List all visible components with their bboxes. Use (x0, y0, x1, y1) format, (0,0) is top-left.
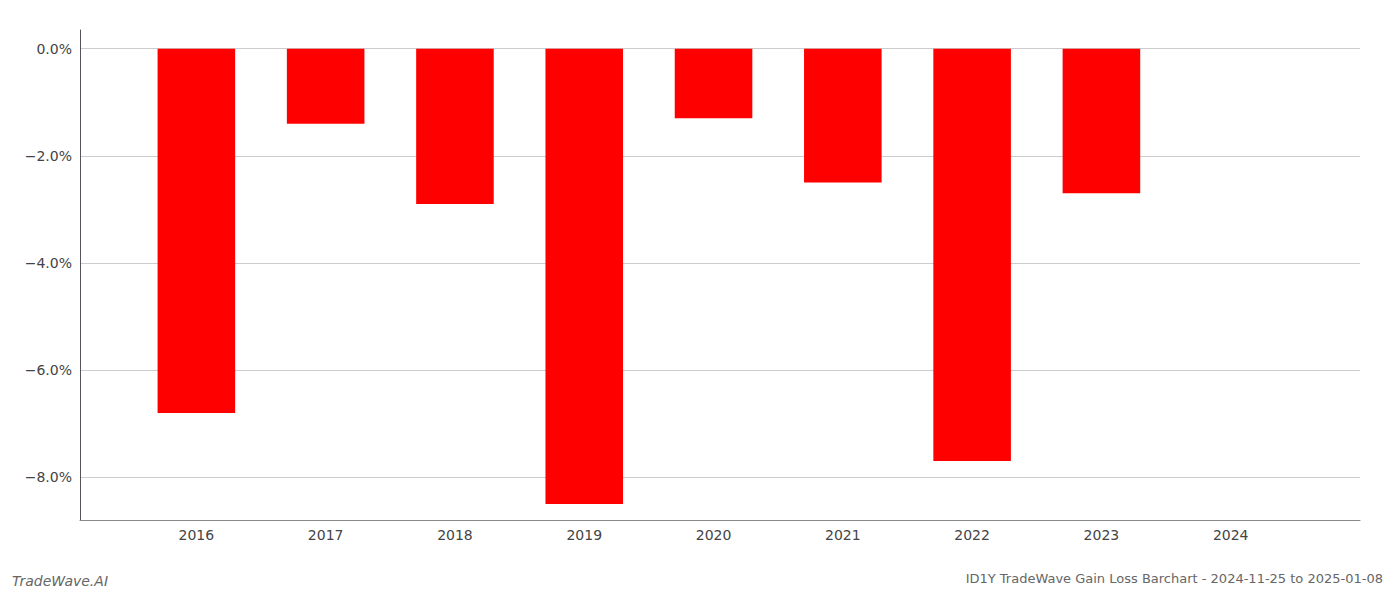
svg-text:−2.0%: −2.0% (25, 148, 72, 164)
svg-text:−4.0%: −4.0% (25, 255, 72, 271)
svg-text:−8.0%: −8.0% (25, 469, 72, 485)
svg-text:ID1Y TradeWave Gain Loss Barch: ID1Y TradeWave Gain Loss Barchart - 2024… (966, 571, 1383, 586)
svg-text:2018: 2018 (437, 527, 473, 543)
svg-text:2016: 2016 (179, 527, 215, 543)
svg-text:0.0%: 0.0% (36, 41, 72, 57)
svg-text:2021: 2021 (825, 527, 861, 543)
svg-text:2024: 2024 (1213, 527, 1249, 543)
svg-text:2019: 2019 (566, 527, 602, 543)
svg-text:2022: 2022 (954, 527, 990, 543)
svg-text:2020: 2020 (696, 527, 732, 543)
svg-text:−6.0%: −6.0% (25, 362, 72, 378)
svg-text:2023: 2023 (1084, 527, 1120, 543)
svg-text:2017: 2017 (308, 527, 344, 543)
svg-text:TradeWave.AI: TradeWave.AI (12, 573, 108, 589)
